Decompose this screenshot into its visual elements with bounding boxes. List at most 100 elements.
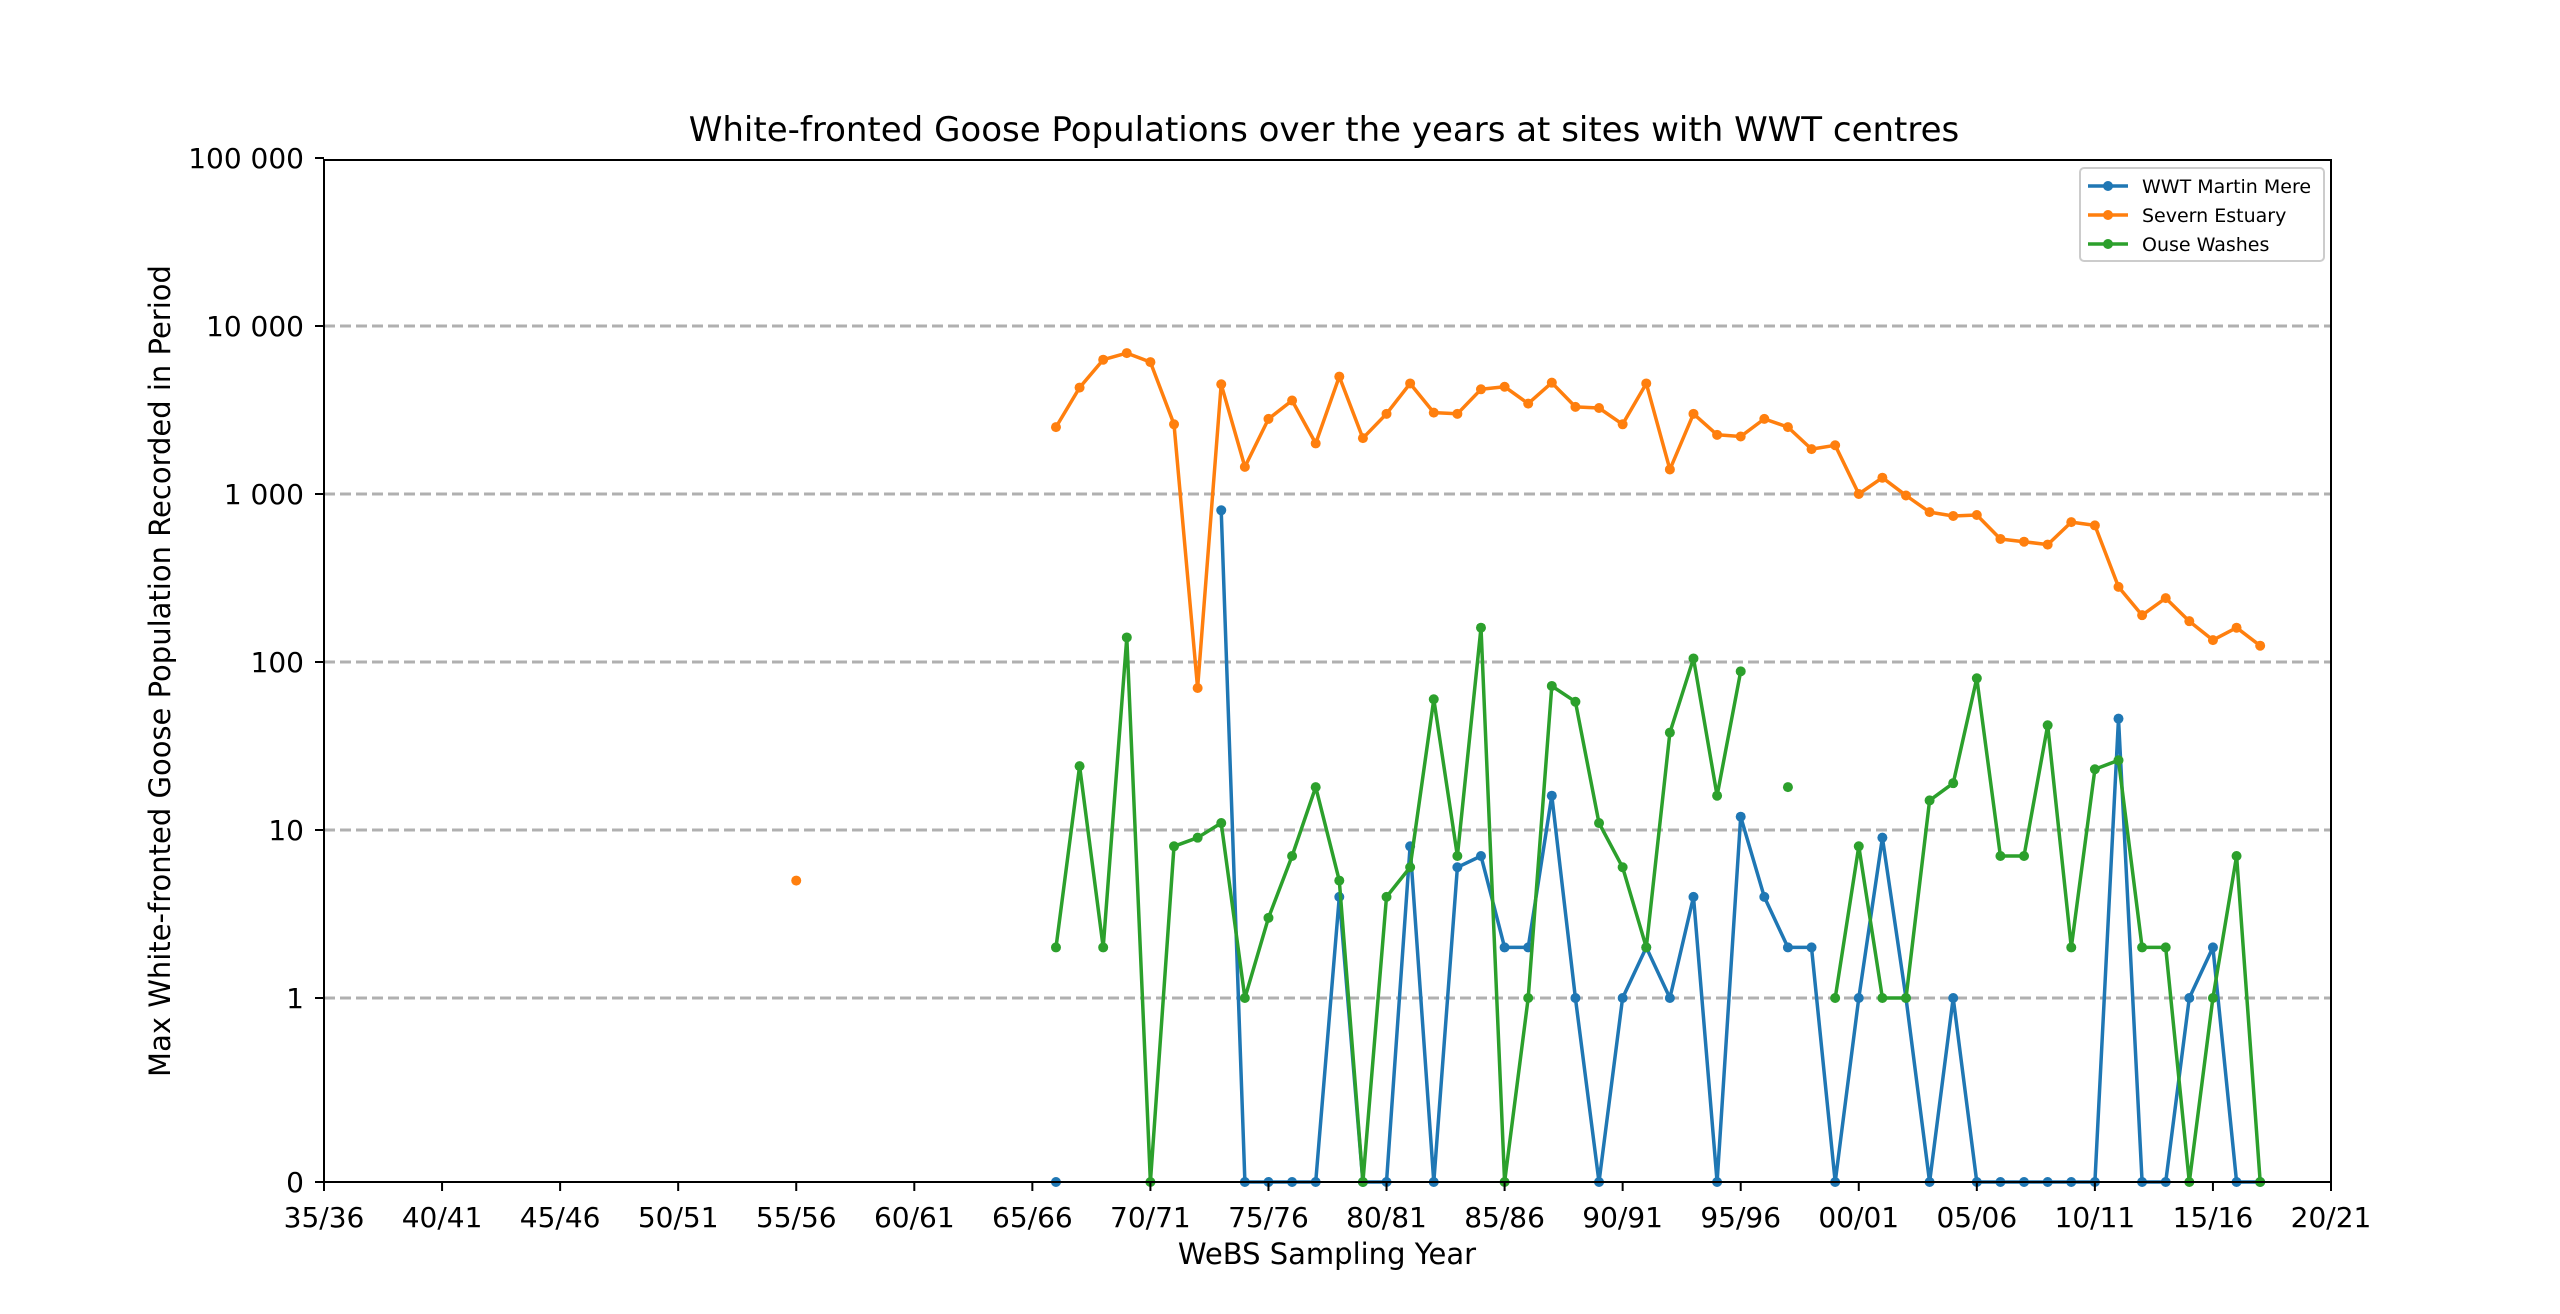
x-tick-label: 95/96 [1700, 1201, 1781, 1234]
data-point [1877, 993, 1888, 1003]
chart-title: White-fronted Goose Populations over the… [689, 110, 1959, 150]
data-point [2113, 755, 2124, 766]
x-tick-label: 20/21 [2291, 1201, 2372, 1234]
legend-label: Ouse Washes [2142, 234, 2269, 256]
data-point [1948, 510, 1959, 521]
x-tick-label: 50/51 [638, 1201, 719, 1234]
data-point [1452, 862, 1463, 873]
data-point [2207, 942, 2218, 953]
data-point [1381, 891, 1392, 902]
legend-label: WWT Martin Mere [2142, 176, 2311, 198]
data-point [1782, 942, 1793, 953]
x-axis-label: WeBS Sampling Year [1178, 1237, 1476, 1271]
data-point [2160, 593, 2171, 604]
data-point [1806, 444, 1817, 455]
y-tick-label: 1 [286, 982, 304, 1015]
x-tick-label: 35/36 [284, 1201, 365, 1234]
data-point [2137, 942, 2148, 953]
data-point [791, 875, 802, 886]
x-axis: 35/36 40/41 45/46 50/51 55/56 60/61 65/66 70/71… [284, 1182, 2372, 1234]
data-point [2184, 616, 2195, 627]
data-point [1381, 408, 1392, 419]
x-tick-label: 45/46 [520, 1201, 601, 1234]
data-point [2231, 622, 2242, 633]
y-axis-label: Max White-fronted Goose Population Recor… [143, 265, 177, 1077]
series-2 [1050, 622, 2266, 1187]
data-point [1735, 666, 1746, 677]
data-point [1570, 993, 1581, 1003]
legend-swatch-marker [2103, 239, 2113, 249]
data-point [1098, 354, 1109, 365]
data-point [2207, 635, 2218, 646]
data-point [2113, 713, 2124, 724]
data-point [1452, 408, 1463, 419]
data-point [1853, 993, 1864, 1003]
data-point [2089, 764, 2100, 775]
data-point [1216, 379, 1227, 390]
x-tick-label: 05/06 [1936, 1201, 2017, 1234]
data-point [1334, 371, 1345, 382]
data-point [1570, 696, 1581, 707]
legend-label: Severn Estuary [2142, 205, 2286, 227]
x-tick-label: 55/56 [756, 1201, 837, 1234]
y-tick-label: 10 000 [206, 310, 304, 343]
data-point [1900, 993, 1911, 1003]
x-tick-label: 70/71 [1110, 1201, 1191, 1234]
data-point [1499, 942, 1510, 953]
legend: WWT Martin Mere Severn Estuary Ouse Washes [2079, 167, 2325, 262]
legend-swatch-marker [2103, 181, 2113, 191]
data-point [1971, 673, 1982, 684]
data-point [1145, 357, 1156, 368]
data-point [1688, 891, 1699, 902]
x-tick-label: 85/86 [1464, 1201, 1545, 1234]
series-line [1833, 676, 2262, 1184]
data-point [1688, 653, 1699, 664]
data-point [1098, 942, 1109, 953]
data-point [1523, 398, 1534, 409]
data-point [1570, 401, 1581, 412]
series-layer [791, 348, 2266, 1187]
data-point [1948, 993, 1959, 1003]
data-point [1428, 694, 1439, 705]
data-point [1782, 422, 1793, 433]
data-point [1216, 505, 1227, 516]
data-point [1310, 782, 1321, 793]
data-point [1712, 429, 1723, 440]
data-point [1169, 419, 1180, 430]
data-point [1452, 851, 1463, 862]
data-point [1050, 422, 1061, 433]
data-point [1664, 993, 1675, 1003]
data-point [1594, 818, 1605, 829]
x-tick-label: 80/81 [1346, 1201, 1427, 1234]
data-point [2113, 581, 2124, 592]
data-point [1263, 912, 1274, 923]
data-point [1641, 378, 1652, 389]
data-point [1924, 507, 1935, 518]
data-point [1617, 862, 1628, 873]
data-point [1877, 472, 1888, 483]
data-point [2231, 851, 2242, 862]
data-point [2042, 539, 2053, 550]
data-point [1074, 382, 1085, 393]
data-point [1334, 875, 1345, 886]
data-point [1924, 795, 1935, 806]
data-point [1121, 632, 1132, 643]
x-tick-label: 90/91 [1582, 1201, 1663, 1234]
x-tick-label: 10/11 [2055, 1201, 2136, 1234]
y-tick-label: 10 [268, 814, 304, 847]
data-point [1830, 993, 1841, 1003]
data-point [2089, 520, 2100, 531]
x-tick-label: 60/61 [874, 1201, 955, 1234]
data-point [1169, 841, 1180, 852]
data-point [1617, 993, 1628, 1003]
data-point [1900, 490, 1911, 501]
data-point [1546, 377, 1557, 388]
data-point [1759, 891, 1770, 902]
x-tick-label: 00/01 [1818, 1201, 1899, 1234]
data-point [1310, 438, 1321, 449]
grid-lines [324, 324, 2331, 1000]
data-point [1830, 440, 1841, 451]
y-axis: 0 1 10 100 1 000 10 000 100 000 [188, 142, 324, 1199]
y-tick-label: 1 000 [224, 478, 304, 511]
